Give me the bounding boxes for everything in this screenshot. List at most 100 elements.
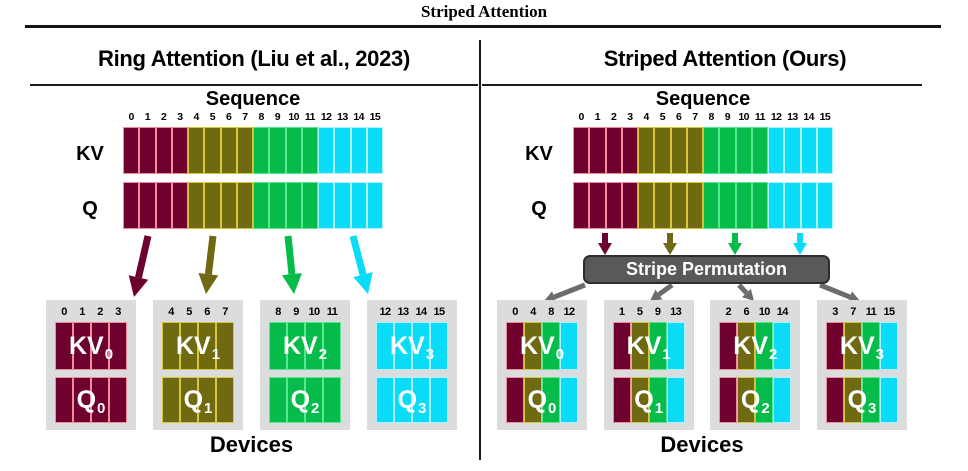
device-box-1: 4 5 6 7 KV 1 Q 1	[153, 300, 243, 430]
kv-sequence-row	[123, 127, 383, 174]
q-row-label: Q	[531, 198, 547, 220]
device-kv-block: KV 1	[162, 322, 234, 370]
sequence-cell-q-0	[573, 182, 590, 229]
sequence-cell-q-1	[589, 182, 606, 229]
sequence-cell-kv-2	[605, 127, 622, 174]
device-kv-label-subscript: 2	[769, 345, 778, 363]
sequence-cell-q-5	[204, 182, 221, 229]
device-index-6: 6	[743, 306, 750, 318]
device-kv-cell-1	[612, 322, 631, 370]
panel-title-rule	[30, 84, 478, 86]
device-kv-cell-15	[430, 322, 448, 370]
device-index-9: 9	[293, 306, 299, 318]
sequence-cell-kv-10	[285, 127, 302, 174]
sequence-index-4: 4	[643, 111, 650, 123]
device-index-row: 8 9 10 11	[269, 306, 341, 318]
device-kv-block: KV 2	[719, 322, 792, 370]
device-kv-cell-7	[843, 322, 862, 370]
sequence-cell-q-9	[719, 182, 736, 229]
stripe-permutation-label: Stripe Permutation	[625, 259, 788, 279]
sequence-index-13: 13	[787, 111, 798, 123]
device-q-cell-2	[91, 377, 109, 423]
device-kv-cell-2	[719, 322, 738, 370]
device-kv-cell-0	[506, 322, 524, 370]
device-q-cell-5	[180, 377, 198, 423]
device-kv-cell-14	[412, 322, 430, 370]
sequence-cell-kv-14	[800, 127, 817, 174]
device-q-cell-13	[666, 377, 685, 423]
sequence-cell-q-2	[155, 182, 172, 229]
sequence-index-row: 0 1 2 3 4 5 6 7 8 9 10 11 12 13 14 15	[573, 111, 833, 124]
q-row-label: Q	[82, 198, 98, 220]
device-kv-cell-13	[394, 322, 412, 370]
sequence-index-12: 12	[320, 111, 332, 123]
device-q-cell-10	[755, 377, 774, 423]
panel-divider	[479, 40, 481, 460]
device-kv-label-subscript: 0	[555, 345, 565, 363]
device-index-5: 5	[186, 306, 192, 318]
device-box-2: 2 6 10 14 KV 2 Q 2	[710, 300, 801, 430]
device-index-13: 13	[397, 306, 409, 318]
sequence-cell-kv-7	[686, 127, 703, 174]
sequence-cell-kv-11	[301, 127, 318, 174]
sequence-cell-q-13	[334, 182, 351, 229]
sequence-cell-kv-4	[188, 127, 205, 174]
device-kv-cell-7	[216, 322, 234, 370]
devices-row: 0 1 2 3 KV 0 Q 0 4 5 6 7 KV 1 Q 1 8 9 10 11 KV 2 Q 2 12 13 14 15 KV 3…	[46, 300, 457, 430]
device-index-1: 1	[618, 306, 625, 318]
sequence-cell-q-8	[703, 182, 720, 229]
device-kv-block: KV 1	[612, 322, 685, 370]
sequence-cell-kv-5	[654, 127, 671, 174]
sequence-index-3: 3	[627, 111, 633, 123]
sequence-cell-kv-1	[589, 127, 606, 174]
device-kv-label-subscript: 2	[318, 345, 328, 363]
device-q-cell-0	[506, 377, 524, 423]
sequence-cell-q-7	[686, 182, 703, 229]
device-kv-block: KV 2	[269, 322, 341, 370]
device-q-cell-3	[825, 377, 844, 423]
device-q-cell-13	[394, 377, 412, 423]
sequence-index-9: 9	[274, 111, 281, 123]
sequence-cell-kv-1	[139, 127, 156, 174]
device-kv-cell-10	[305, 322, 323, 370]
sequence-index-row: 0 1 2 3 4 5 6 7 8 9 10 11 12 13 14 15	[123, 111, 383, 124]
kv-sequence-row	[573, 127, 833, 174]
device-index-3: 3	[115, 306, 121, 318]
device-index-15: 15	[433, 306, 445, 318]
device-index-6: 6	[204, 306, 210, 318]
device-q-cell-1	[612, 377, 631, 423]
panel-title-rule	[482, 84, 922, 86]
sequence-index-2: 2	[611, 111, 617, 123]
device-kv-cell-6	[198, 322, 216, 370]
sequence-cell-kv-9	[719, 127, 736, 174]
sequence-index-9: 9	[724, 111, 731, 123]
device-kv-label: KV 1	[626, 331, 671, 363]
device-q-cell-10	[305, 377, 323, 423]
sequence-index-4: 4	[193, 111, 200, 123]
to-permutation-arrow-green	[728, 233, 742, 255]
sequence-index-13: 13	[337, 111, 348, 123]
sequence-cell-q-10	[735, 182, 752, 229]
device-q-cell-15	[879, 377, 898, 423]
panel-title: Ring Attention (Liu et al., 2023)	[98, 46, 410, 71]
sequence-cell-kv-9	[269, 127, 286, 174]
device-kv-cell-14	[773, 322, 792, 370]
sequence-cell-q-4	[188, 182, 205, 229]
device-index-11: 11	[326, 306, 338, 318]
device-kv-label-subscript: 1	[662, 345, 671, 363]
flow-arrow-maroon	[128, 235, 152, 297]
device-q-cell-5	[630, 377, 649, 423]
device-kv-cell-2	[91, 322, 109, 370]
sequence-cell-q-11	[751, 182, 768, 229]
sequence-index-6: 6	[226, 111, 232, 123]
device-q-label-subscript: 0	[548, 399, 557, 417]
device-kv-block: KV 0	[506, 322, 578, 370]
device-index-8: 8	[548, 306, 554, 318]
kv-row-label: KV	[76, 143, 104, 165]
sequence-cell-q-12	[318, 182, 335, 229]
device-index-1: 1	[79, 306, 85, 318]
